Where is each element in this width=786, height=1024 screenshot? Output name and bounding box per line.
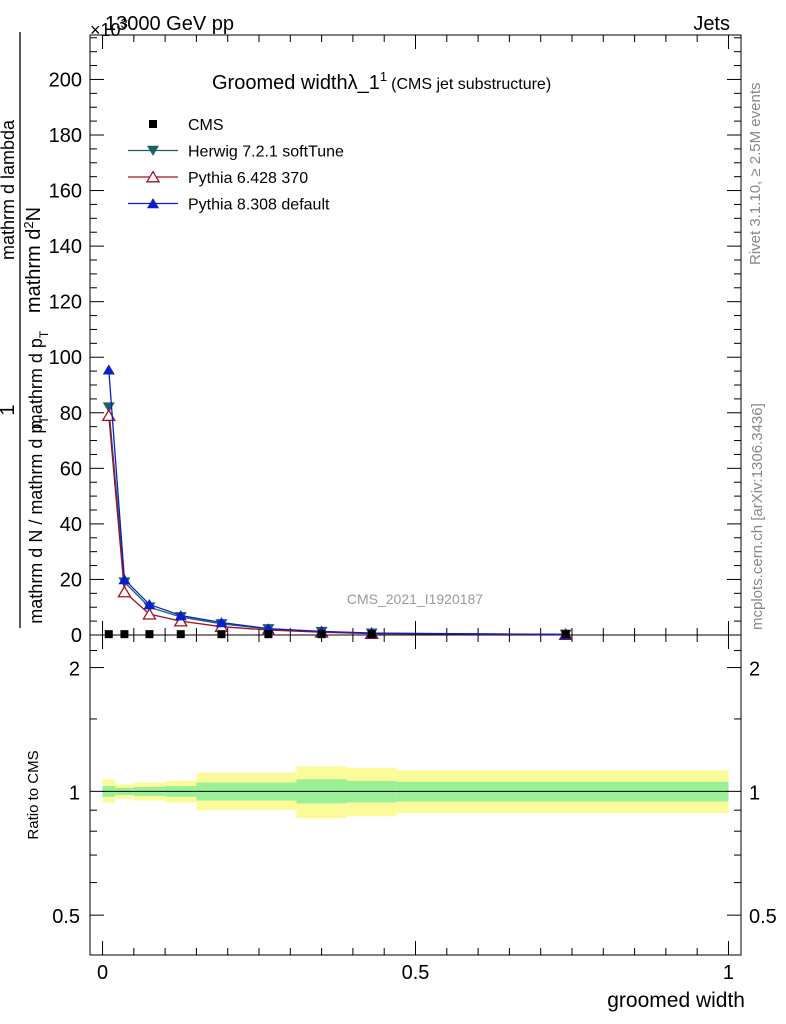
ratio-axes: 0 0.5 1 0.5 0.5 1 1 2 2 [52, 635, 777, 984]
legend: CMS Herwig 7.2.1 softTune Pythia 6.428 370… [128, 117, 344, 214]
legend-label-1: Herwig 7.2.1 softTune [188, 144, 344, 161]
series-0-point-0 [104, 630, 113, 639]
series-line-2 [108, 415, 566, 636]
legend-entry-2: Pythia 6.428 370 [128, 170, 308, 187]
y-tick-label: 0 [71, 625, 82, 647]
legend-marker-2 [145, 170, 161, 183]
ratio-uncertainty-bands [102, 766, 729, 819]
ratio-y-tick-label-left: 1 [69, 782, 80, 804]
series-0-point-3 [176, 630, 185, 639]
series-3-point-4 [215, 617, 228, 628]
x-tick-label: 0 [97, 962, 108, 984]
y-exponent: ×103 [90, 16, 128, 40]
series-2-point-2 [142, 607, 157, 620]
header-beam-label: 13000 GeV pp [105, 13, 234, 35]
svg-text:1: 1 [0, 404, 19, 415]
analysis-watermark: CMS_2021_I1920187 [347, 591, 483, 607]
legend-marker-1 [147, 145, 159, 156]
series-layer [101, 364, 573, 641]
y-tick-label: 60 [60, 458, 82, 480]
series-line-1 [108, 407, 566, 636]
ratio-y-axis-label: Ratio to CMS [25, 750, 42, 839]
ratio-y-tick-label-right: 2 [749, 659, 760, 681]
y-tick-label: 160 [49, 181, 82, 203]
legend-entry-0: CMS [149, 117, 224, 134]
x-tick-label: 1 [723, 962, 734, 984]
series-0-point-7 [367, 630, 376, 639]
legend-marker-0 [149, 120, 157, 128]
series-2 [101, 408, 573, 641]
header-jets-label: Jets [693, 13, 730, 35]
legend-entry-3: Pythia 8.308 default [128, 197, 330, 214]
main-axes: 0 20 40 60 80 100 120 140 160 180 200 [49, 35, 741, 647]
svg-text:mathrm d N / mathrm d pT: mathrm d N / mathrm d pT [26, 416, 51, 624]
y-tick-label: 140 [49, 236, 82, 258]
y-tick-label: 80 [60, 403, 82, 425]
series-1 [102, 402, 572, 640]
y-tick-label: 180 [49, 125, 82, 147]
x-tick-label: 0.5 [402, 962, 430, 984]
series-0-point-6 [317, 630, 326, 639]
series-2-point-1 [117, 585, 132, 598]
legend-marker-3 [147, 198, 159, 209]
plot-title: Groomed widthλ_11 (CMS jet substructure) [212, 69, 551, 94]
ratio-y-tick-label-left: 0.5 [52, 906, 80, 928]
mcplots-label: mcplots.cern.ch [arXiv:1306.3436] [749, 403, 766, 630]
svg-text:mathrm d lambda: mathrm d lambda [0, 119, 18, 260]
series-0-point-8 [561, 630, 570, 639]
series-0-point-2 [145, 630, 154, 639]
series-3-point-2 [143, 599, 156, 610]
y-tick-label: 40 [60, 514, 82, 536]
series-0-point-4 [217, 630, 226, 639]
legend-label-0: CMS [188, 117, 224, 134]
y-tick-label: 100 [49, 347, 82, 369]
svg-text:mathrm d2N: mathrm d2N [21, 207, 45, 313]
series-0 [104, 630, 570, 639]
svg-text:mathrm d pT: mathrm d pT [26, 330, 51, 429]
ratio-y-tick-label-right: 1 [749, 782, 760, 804]
y-tick-label: 120 [49, 292, 82, 314]
series-2-point-3 [173, 614, 188, 627]
y-axis-label: mathrm d2N 1 mathrm d lambda mathrm d pT… [0, 32, 51, 628]
series-0-point-5 [264, 630, 273, 639]
ratio-y-tick-label-right: 0.5 [749, 906, 777, 928]
series-3 [102, 364, 572, 640]
series-3-point-0 [102, 364, 115, 375]
series-line-3 [108, 369, 566, 636]
y-tick-label: 200 [49, 69, 82, 91]
ratio-y-tick-label-left: 2 [69, 659, 80, 681]
rivet-label: Rivet 3.1.10, ≥ 2.5M events [747, 83, 764, 266]
series-3-point-3 [174, 610, 187, 621]
series-3-point-1 [118, 574, 131, 585]
legend-entry-1: Herwig 7.2.1 softTune [128, 144, 344, 161]
x-axis-label: groomed width [607, 989, 745, 1012]
series-0-point-1 [120, 630, 129, 639]
y-tick-label: 20 [60, 569, 82, 591]
legend-label-3: Pythia 8.308 default [188, 197, 330, 214]
legend-label-2: Pythia 6.428 370 [188, 170, 308, 187]
